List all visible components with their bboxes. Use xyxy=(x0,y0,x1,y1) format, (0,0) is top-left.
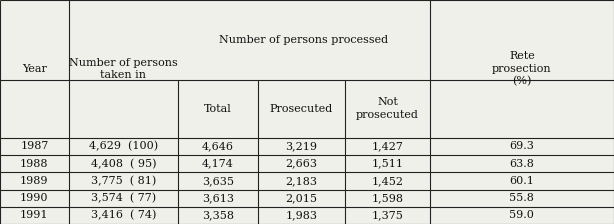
Text: Not
prosecuted: Not prosecuted xyxy=(356,97,419,120)
Text: 3,635: 3,635 xyxy=(202,176,234,186)
Text: 2,015: 2,015 xyxy=(286,193,317,203)
Text: 1,983: 1,983 xyxy=(286,210,317,220)
Text: 4,174: 4,174 xyxy=(202,159,234,169)
Text: 3,358: 3,358 xyxy=(202,210,234,220)
Text: 3,613: 3,613 xyxy=(202,193,234,203)
Text: 1,511: 1,511 xyxy=(371,159,403,169)
Text: 1988: 1988 xyxy=(20,159,49,169)
Text: Total: Total xyxy=(204,104,232,114)
Text: Prosecuted: Prosecuted xyxy=(270,104,333,114)
Text: 63.8: 63.8 xyxy=(510,159,534,169)
Text: Rete
prosection
(%): Rete prosection (%) xyxy=(492,51,552,86)
Text: Number of persons processed: Number of persons processed xyxy=(219,35,389,45)
Text: 2,183: 2,183 xyxy=(286,176,317,186)
Text: 4,408  ( 95): 4,408 ( 95) xyxy=(91,158,156,169)
Text: 69.3: 69.3 xyxy=(510,141,534,151)
Text: 1,598: 1,598 xyxy=(371,193,403,203)
Text: 3,574  ( 77): 3,574 ( 77) xyxy=(91,193,156,203)
Text: 1991: 1991 xyxy=(20,210,49,220)
Text: 1,452: 1,452 xyxy=(371,176,403,186)
Text: 55.8: 55.8 xyxy=(510,193,534,203)
Text: Number of persons
taken in: Number of persons taken in xyxy=(69,58,178,80)
Text: 1990: 1990 xyxy=(20,193,49,203)
Text: 59.0: 59.0 xyxy=(510,210,534,220)
Text: 4,646: 4,646 xyxy=(202,141,234,151)
Text: 4,629  (100): 4,629 (100) xyxy=(89,141,158,152)
Text: 1,375: 1,375 xyxy=(371,210,403,220)
Text: 3,219: 3,219 xyxy=(286,141,317,151)
Text: 60.1: 60.1 xyxy=(510,176,534,186)
Text: Year: Year xyxy=(22,64,47,74)
Text: 1989: 1989 xyxy=(20,176,49,186)
Text: 3,775  ( 81): 3,775 ( 81) xyxy=(91,176,156,186)
Text: 1987: 1987 xyxy=(20,141,49,151)
Text: 2,663: 2,663 xyxy=(286,159,317,169)
Text: 1,427: 1,427 xyxy=(371,141,403,151)
Text: 3,416  ( 74): 3,416 ( 74) xyxy=(91,210,156,221)
